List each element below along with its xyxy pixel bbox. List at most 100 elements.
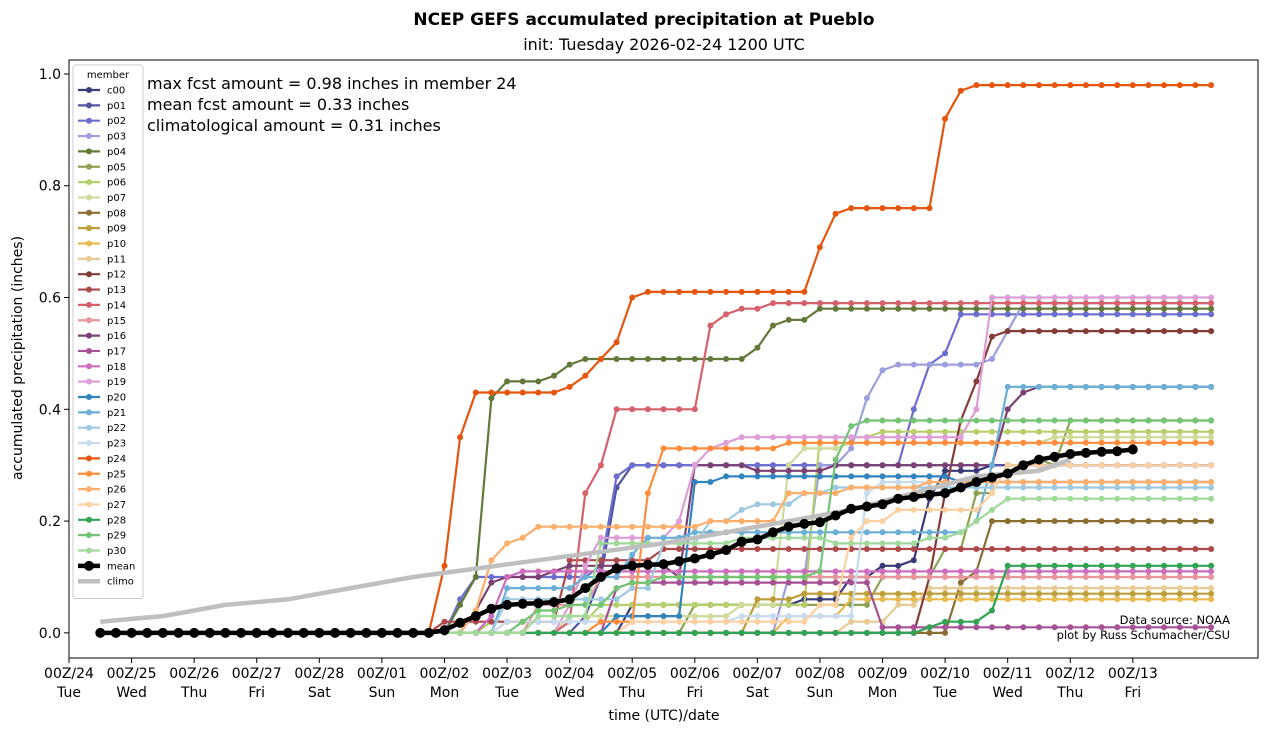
point-p09-71 [1208,590,1215,597]
point-p04-63 [1082,305,1089,312]
point-p15-53 [926,574,933,580]
point-p06-44 [785,601,792,608]
point-p20-38 [691,479,698,485]
point-p26-42 [754,518,761,525]
point-p18-65 [1114,568,1121,575]
point-p14-48 [848,300,855,307]
point-p29-49 [863,417,870,424]
point-p16-30 [566,562,573,569]
point-p30-25 [488,629,495,636]
point-p25-50 [879,439,886,446]
legend: member c00 p01 p02 p03 p04 p05 p06 p07 p08 p09 p10 p… [72,64,144,600]
point-p19-51 [895,434,902,441]
legend-marker-p05 [86,163,92,170]
point-p07-62 [1067,434,1074,441]
point-p16-48 [848,462,855,469]
point-p07-68 [1161,434,1168,441]
point-p19-65 [1114,294,1121,301]
legend-label-p14: p14 [107,300,126,311]
point-p12-68 [1161,328,1168,335]
point-p30-40 [723,540,730,547]
x-tick-day-label: Sat [746,685,769,701]
point-p26-63 [1082,479,1089,485]
point-p15-66 [1129,574,1136,580]
legend-label-p13: p13 [107,285,126,296]
point-p06-53 [926,428,933,435]
point-mean-13 [298,627,309,638]
point-p23-31 [582,618,589,625]
point-p27-66 [1129,462,1136,469]
point-p28-41 [738,629,745,636]
point-p06-67 [1145,428,1152,435]
credit-source: Data source: NOAA [1120,613,1230,627]
point-p12-63 [1082,328,1089,335]
point-p09-45 [801,590,808,597]
point-p25-65 [1114,439,1121,446]
point-p24-67 [1145,82,1152,89]
point-p26-50 [879,484,886,491]
point-p05-49 [863,601,870,608]
point-p16-59 [1020,389,1027,396]
point-p04-42 [754,344,761,351]
point-p24-35 [644,288,651,295]
point-p24-62 [1067,82,1074,89]
point-p28-57 [989,607,995,614]
point-mean-54 [940,488,951,499]
legend-marker-p11 [86,255,92,262]
point-c00-52 [910,557,917,564]
point-p19-58 [1004,294,1011,301]
point-p26-69 [1176,479,1183,485]
point-p17-36 [660,579,667,586]
point-p27-55 [957,506,964,513]
plot-frame [68,59,1259,659]
point-p22-31 [582,596,589,603]
point-p04-67 [1145,305,1152,312]
point-p26-26 [504,540,511,547]
point-p26-31 [582,523,589,530]
point-mean-11 [267,627,278,638]
point-p23-47 [832,613,839,620]
point-p08-57 [989,518,995,525]
point-p28-53 [926,624,933,631]
point-p16-51 [895,462,902,469]
point-p24-48 [848,205,855,212]
point-p29-32 [597,601,604,608]
point-p05-56 [973,490,980,497]
annotation-climo: climatological amount = 0.31 inches [147,116,441,135]
point-p28-32 [597,629,604,636]
point-mean-52 [908,492,919,502]
point-p18-28 [535,568,542,575]
legend-marker-p18 [86,363,92,370]
point-p16-43 [770,467,776,474]
y-tick-label: 0.0 [39,626,61,642]
point-p12-56 [973,378,980,385]
point-p27-42 [754,618,761,625]
point-p24-59 [1020,82,1027,89]
point-p28-69 [1176,562,1183,569]
point-p27-49 [863,518,870,525]
point-p26-67 [1145,479,1152,485]
point-p04-71 [1208,305,1215,312]
point-p23-51 [895,479,902,485]
point-p08-71 [1208,518,1215,525]
point-p10-63 [1082,596,1089,603]
point-c00-50 [879,562,886,569]
point-p09-43 [770,596,776,603]
point-p20-52 [910,473,917,480]
legend-label-p07: p07 [107,193,126,204]
point-p28-28 [535,629,542,636]
point-p04-65 [1114,305,1121,312]
point-p13-58 [1004,546,1011,552]
point-p14-52 [910,300,917,307]
legend-marker-p26 [86,486,92,493]
point-p14-65 [1114,300,1121,307]
point-mean-8 [220,627,231,638]
point-p17-59 [1020,624,1027,631]
point-p19-40 [723,439,730,446]
point-p29-50 [879,417,886,424]
point-p18-55 [957,568,964,575]
point-p11-60 [1036,585,1042,592]
point-p04-25 [488,395,495,402]
point-p11-55 [957,585,964,592]
